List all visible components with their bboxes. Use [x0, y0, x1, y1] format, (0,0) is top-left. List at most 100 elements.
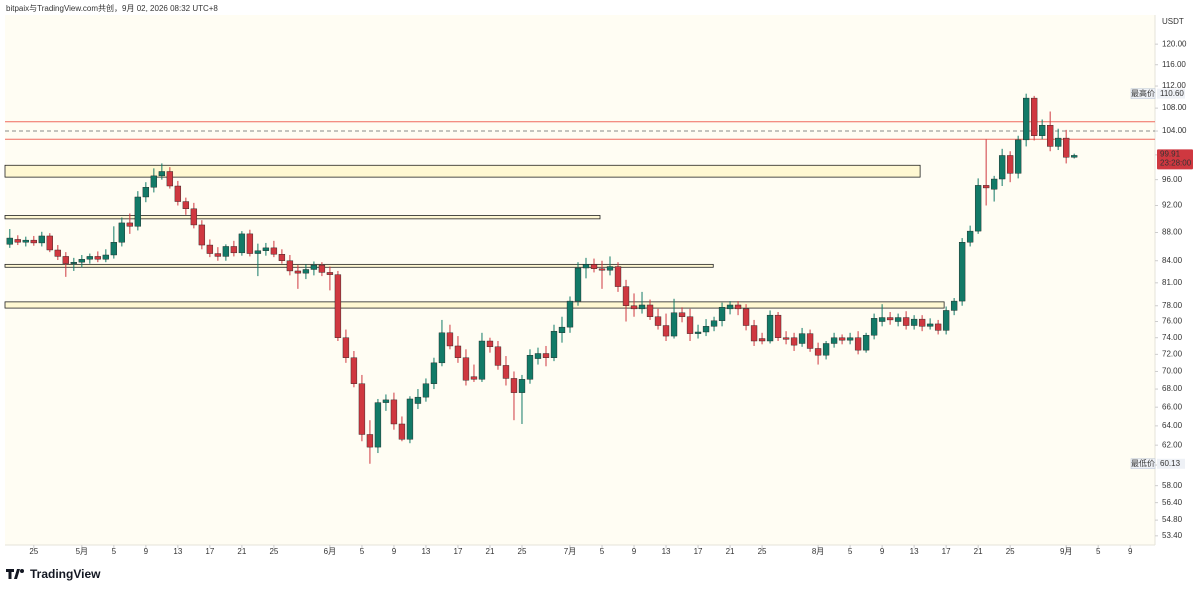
x-tick-label: 5 [112, 547, 117, 556]
candle-body [446, 332, 454, 347]
marker-name-box [1130, 88, 1156, 99]
x-tick-label: 21 [974, 547, 983, 556]
marker-value: 110.60 [1160, 89, 1184, 98]
y-tick-label: 62.00 [1162, 440, 1183, 449]
x-tick-label: 25 [1006, 547, 1015, 556]
y-tick-label: 54.80 [1162, 515, 1183, 524]
y-tick-label: 84.00 [1162, 256, 1183, 265]
x-tick-label: 5 [1096, 547, 1101, 556]
candle-body [1022, 97, 1030, 141]
y-tick-label: 76.00 [1162, 317, 1183, 326]
candle-body [710, 320, 718, 327]
y-tick-label: 88.00 [1162, 228, 1183, 237]
candle-body [270, 247, 278, 255]
candle-body [110, 242, 117, 256]
candle-body [1047, 125, 1054, 147]
y-tick-label: 104.00 [1162, 126, 1187, 135]
candle-body [54, 249, 61, 257]
candle-body [790, 337, 798, 346]
y-tick-label: 70.00 [1162, 367, 1183, 376]
candle-body [502, 365, 510, 379]
marker-name-box [1130, 458, 1156, 470]
candle-body [638, 304, 646, 310]
candle-body [14, 239, 21, 243]
candle-body [782, 337, 790, 340]
x-tick-label: 9 [880, 547, 885, 556]
candle-body [1063, 137, 1070, 158]
candle-body [278, 254, 286, 261]
x-tick-label: 21 [726, 547, 735, 556]
candle-body [246, 233, 254, 254]
y-tick-label: 68.00 [1162, 384, 1183, 393]
candle-body [22, 239, 29, 243]
x-tick-label: 9月 [1060, 547, 1072, 556]
candle-body [38, 235, 45, 244]
candle-body [926, 323, 934, 327]
x-tick-label: 7月 [564, 547, 576, 556]
zone [4, 263, 714, 268]
candle-body [6, 237, 13, 245]
candle-body [510, 378, 518, 393]
y-tick-label: 56.40 [1162, 498, 1183, 507]
x-tick-label: 5 [360, 547, 365, 556]
candle-body [670, 312, 678, 337]
candle-body [798, 333, 806, 344]
marker-name: 最高价 [1131, 88, 1155, 98]
y-tick-label: 53.40 [1162, 531, 1183, 540]
x-tick-label: 21 [237, 547, 246, 556]
candle-body [254, 250, 262, 254]
x-tick-label: 6月 [324, 547, 336, 556]
candle-body [886, 317, 894, 321]
countdown: 23:28:00 [1160, 159, 1192, 168]
candle-body [262, 247, 270, 251]
x-tick-label: 9 [632, 547, 637, 556]
candle-body [518, 379, 526, 393]
candle-body [1038, 125, 1046, 136]
candle-body [70, 261, 77, 264]
header: bitpaix与TradingView.com共创，9月 02, 2026 08… [6, 4, 218, 13]
x-tick-label: 13 [662, 547, 671, 556]
candle-body [94, 256, 101, 260]
x-tick-label: 5 [848, 547, 853, 556]
y-tick-label: 120.00 [1162, 39, 1187, 48]
candle-body [918, 318, 926, 327]
candle-body [126, 222, 134, 227]
candle-body [342, 337, 350, 358]
candle-body [558, 326, 566, 334]
candle-body [478, 340, 486, 380]
x-tick-label: 5 [600, 547, 605, 556]
x-tick-label: 25 [29, 547, 38, 556]
candle-body [758, 338, 766, 342]
y-tick-label: 72.00 [1162, 349, 1183, 358]
y-tick-label: 74.00 [1162, 333, 1183, 342]
candle-body [302, 269, 310, 274]
candle-body [894, 317, 902, 322]
x-tick-label: 17 [694, 547, 703, 556]
y-tick-label: 92.00 [1162, 201, 1183, 210]
candle-body [574, 267, 582, 302]
candle-body [1014, 139, 1022, 174]
candle-body [702, 326, 710, 333]
candle-body [462, 357, 470, 381]
candle-body [174, 185, 182, 202]
candle-body [990, 178, 998, 190]
candle-body [222, 246, 230, 257]
candle-body [286, 260, 294, 272]
candle-body [1071, 155, 1078, 158]
candle-body [766, 314, 774, 342]
last-price-box [1157, 149, 1193, 170]
candle-body [430, 362, 438, 384]
x-tick-label: 17 [942, 547, 951, 556]
chart: USDT 25 5月 5 9 13 17 21 25 6月 5 9 13 17 21 25 7月 5 9 13 17 2… [4, 15, 1193, 556]
marker-name: 最低价 [1131, 458, 1155, 468]
candle-body [46, 235, 53, 251]
candle-body [198, 224, 206, 246]
x-tick-label: 9 [144, 547, 149, 556]
x-tick-label: 13 [421, 547, 430, 556]
candle-body [974, 185, 982, 232]
candle-body [542, 353, 550, 358]
candle-body [654, 316, 662, 326]
x-tick-label: 9 [392, 547, 397, 556]
candle-body [238, 233, 246, 254]
